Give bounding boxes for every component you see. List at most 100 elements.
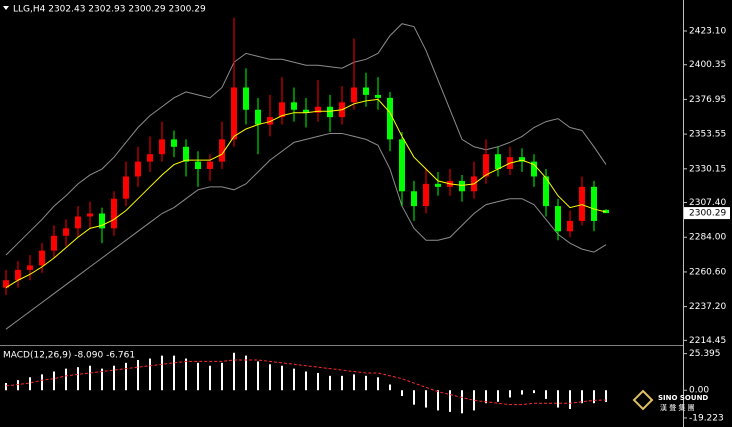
y-tick-label: 2400.35 xyxy=(689,60,726,70)
macd-bar xyxy=(581,390,583,404)
macd-bar xyxy=(341,375,343,391)
macd-bar xyxy=(293,368,295,391)
y-tick-label: 2237.20 xyxy=(689,302,726,312)
macd-bar xyxy=(401,390,403,397)
candle-body xyxy=(99,213,105,229)
macd-bar xyxy=(161,355,163,391)
macd-bar xyxy=(533,390,535,394)
candle-body xyxy=(207,161,213,170)
candle-body xyxy=(363,87,369,95)
candle-body xyxy=(543,176,549,207)
candle-body xyxy=(411,191,417,207)
candle-body xyxy=(195,161,201,170)
macd-bar xyxy=(485,390,487,404)
candle-body xyxy=(351,87,357,103)
candle-body xyxy=(279,102,285,118)
candle-body xyxy=(75,216,81,229)
macd-bar xyxy=(209,365,211,391)
macd-bar xyxy=(425,390,427,408)
candle-body xyxy=(267,117,273,125)
macd-bar xyxy=(65,368,67,391)
candle-body xyxy=(255,109,261,125)
y-tick-label: 2330.15 xyxy=(689,164,726,174)
candle-body xyxy=(123,176,129,199)
bollinger-upper xyxy=(5,23,607,256)
macd-bar xyxy=(377,377,379,391)
menu-triangle xyxy=(3,6,9,10)
macd-bar xyxy=(509,390,511,398)
macd-bar xyxy=(329,375,331,391)
candle-body xyxy=(591,186,597,221)
candle-body xyxy=(375,94,381,98)
logo-subtitle: 漢 聲 集 團 xyxy=(660,403,695,412)
candle-body xyxy=(231,87,237,140)
candle-body xyxy=(315,106,321,113)
candle-body xyxy=(63,228,69,236)
macd-bar xyxy=(245,355,247,391)
candle-body xyxy=(603,209,609,214)
macd-bar xyxy=(437,390,439,411)
y-tick-label: 2353.55 xyxy=(689,130,726,140)
macd-bar xyxy=(89,365,91,391)
macd-bar xyxy=(593,390,595,404)
candle-body xyxy=(87,213,93,217)
candle-body xyxy=(387,97,393,140)
candle-body xyxy=(399,139,405,192)
macd-bar xyxy=(101,368,103,391)
macd-bar xyxy=(461,390,463,414)
macd-bar xyxy=(113,365,115,391)
price-label: 2300.29 xyxy=(689,209,726,219)
candle-body xyxy=(171,139,177,147)
candle-body xyxy=(435,183,441,187)
candle-body xyxy=(243,87,249,110)
macd-bar xyxy=(317,372,319,391)
macd-bar xyxy=(17,380,19,391)
candle-body xyxy=(459,180,465,192)
candle-body xyxy=(303,109,309,113)
macd-bar xyxy=(233,352,235,391)
macd-bar xyxy=(173,355,175,391)
macd-signal xyxy=(5,359,607,406)
price-label-box xyxy=(684,207,730,220)
candle-body xyxy=(51,235,57,251)
candle-body xyxy=(3,280,9,288)
macd-bar xyxy=(149,358,151,391)
candle-body xyxy=(39,250,45,266)
y-tick-label: 2376.95 xyxy=(689,95,726,105)
bollinger-lower xyxy=(5,132,607,330)
moving-average xyxy=(5,98,607,289)
candle-body xyxy=(135,161,141,177)
y-tick-label: 2284.00 xyxy=(689,233,726,243)
candle-body xyxy=(579,186,585,221)
y-tick-label: 2260.60 xyxy=(689,267,726,277)
macd-bar xyxy=(269,364,271,391)
candle-body xyxy=(483,154,489,177)
candle-body xyxy=(27,265,33,270)
macd-bar xyxy=(569,390,571,409)
macd-bar xyxy=(281,365,283,391)
candle-body xyxy=(519,157,525,162)
macd-bar xyxy=(497,390,499,402)
macd-bar xyxy=(305,371,307,391)
y-tick-label: 2423.10 xyxy=(689,26,726,36)
macd-bar xyxy=(521,390,523,395)
macd-bar xyxy=(137,359,139,391)
candle-body xyxy=(147,154,153,162)
candle-body xyxy=(159,139,165,155)
candle-body xyxy=(531,161,537,177)
macd-bar xyxy=(185,358,187,391)
macd-bar xyxy=(449,390,451,412)
candle-body xyxy=(219,139,225,162)
candle-body xyxy=(555,206,561,232)
macd-bar xyxy=(413,390,415,405)
candle-body xyxy=(15,269,21,281)
indicator-label: MACD(12,26,9) -8.090 -6.761 xyxy=(3,351,135,361)
macd-bar xyxy=(257,361,259,391)
macd-bar xyxy=(53,371,55,391)
macd-bar xyxy=(557,390,559,408)
macd-bar xyxy=(545,390,547,399)
macd-bar xyxy=(473,390,475,411)
macd-bar xyxy=(353,374,355,391)
